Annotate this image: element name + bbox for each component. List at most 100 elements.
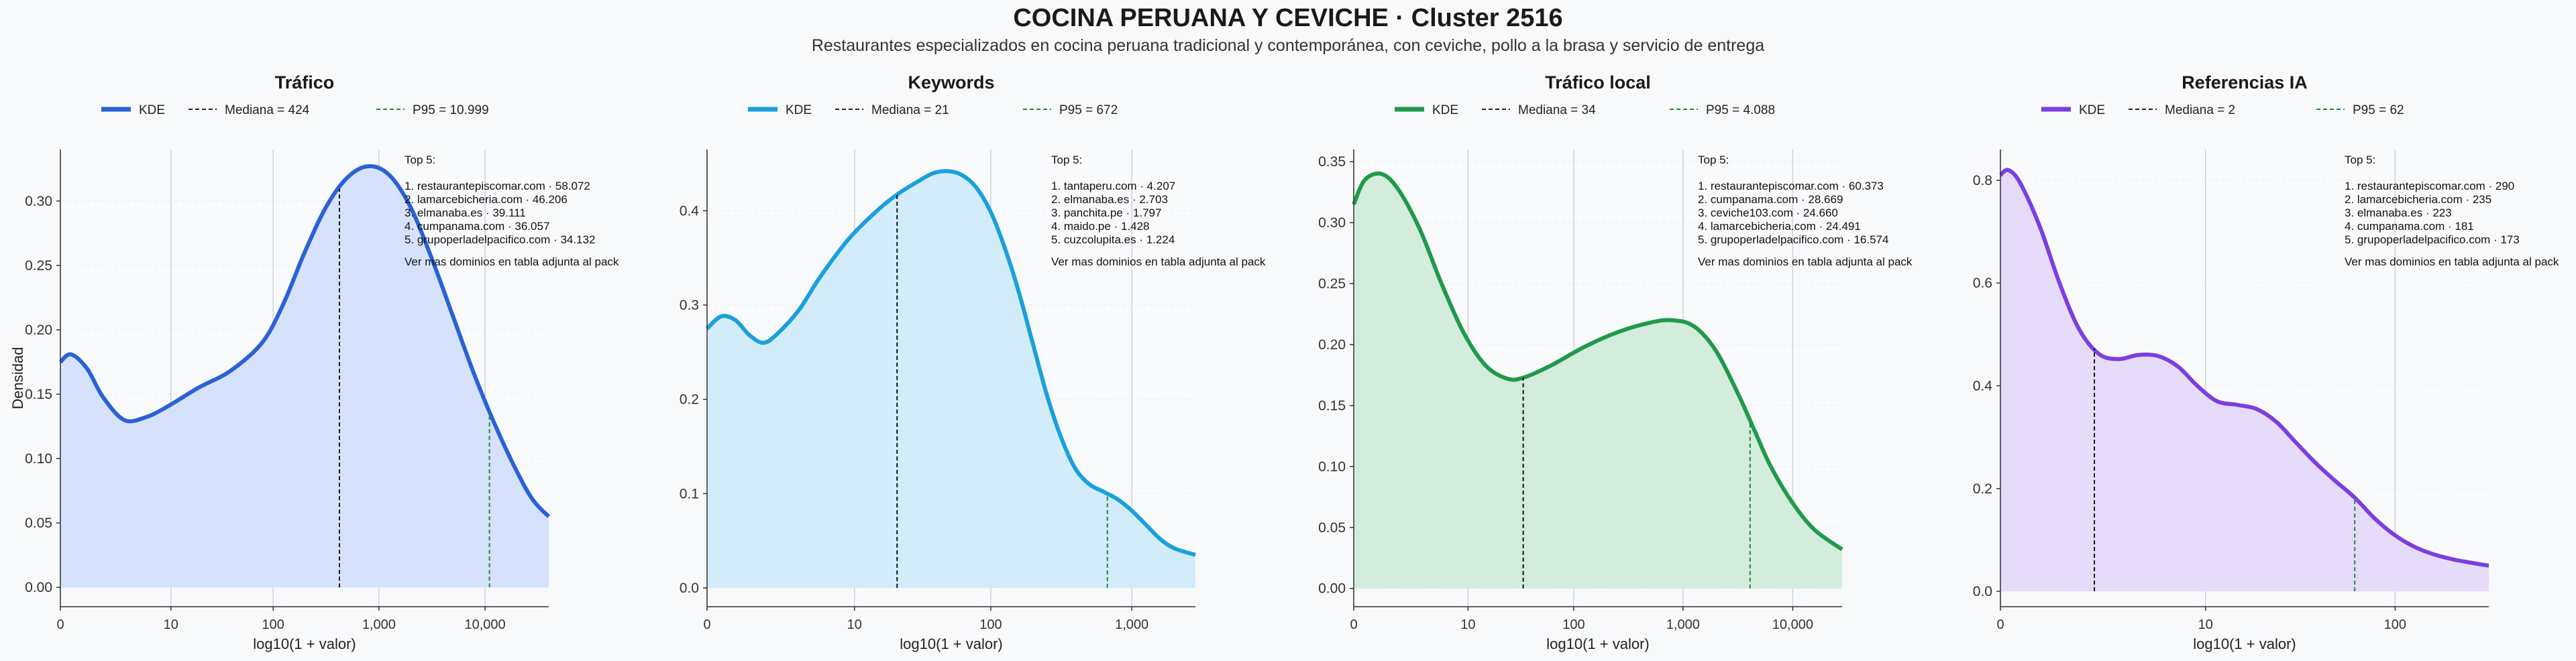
top5-item: 3. panchita.pe · 1.797 <box>1051 206 1161 219</box>
top5-item: 4. cumpanama.com · 36.057 <box>405 220 549 233</box>
y-tick-label: 0.6 <box>1973 276 1992 291</box>
y-tick-label: 0.30 <box>1318 215 1346 231</box>
top5-note: Ver mas dominios en tabla adjunta al pac… <box>1698 255 1913 268</box>
top5-item: 5. grupoperladelpacifico.com · 34.132 <box>405 233 595 246</box>
top5-item: 4. lamarcebicheria.com · 24.491 <box>1698 220 1861 233</box>
y-axis-label: Densidad <box>9 347 26 410</box>
top5-item: 2. lamarcebicheria.com · 235 <box>2345 193 2491 206</box>
top5-item: 1. restaurantepiscomar.com · 290 <box>2345 180 2514 192</box>
y-tick-label: 0.0 <box>1973 584 1992 599</box>
top5-item: 1. restaurantepiscomar.com · 58.072 <box>405 180 590 192</box>
x-axis-label: log10(1 + valor) <box>900 636 1002 652</box>
top5-header: Top 5: <box>1698 154 1729 166</box>
y-tick-label: 0.00 <box>25 580 52 595</box>
x-tick-label: 100 <box>2384 617 2406 632</box>
y-tick-label: 0.8 <box>1973 173 1992 188</box>
x-tick-label: 0 <box>56 617 64 632</box>
x-tick-label: 1,000 <box>1666 617 1700 632</box>
y-tick-label: 0.2 <box>680 392 699 408</box>
kde-line <box>58 164 551 518</box>
top5-item: 5. grupoperladelpacifico.com · 16.574 <box>1698 233 1888 246</box>
kde-line <box>1352 171 1843 551</box>
x-tick-label: 1,000 <box>1115 617 1148 632</box>
y-tick-label: 0.2 <box>1973 481 1992 497</box>
legend-p95-label: P95 = 672 <box>1059 103 1118 117</box>
y-tick-label: 0.20 <box>1318 337 1346 353</box>
page-title: COCINA PERUANA Y CEVICHE · Cluster 2516 <box>1013 4 1563 32</box>
chart-title: Referencias IA <box>2182 72 2308 93</box>
y-tick-label: 0.25 <box>25 258 52 274</box>
y-tick-label: 0.4 <box>1973 378 1993 394</box>
y-tick-label: 0.25 <box>1318 276 1346 292</box>
legend-kde-label: KDE <box>139 103 165 117</box>
y-tick-label: 0.05 <box>1318 520 1346 536</box>
x-tick-label: 10,000 <box>464 617 505 632</box>
chart-panel-3: Tráfico local KDE Mediana = 34 P95 = 4.088 0… <box>1318 72 1913 652</box>
top5-header: Top 5: <box>405 154 435 166</box>
y-tick-label: 0.15 <box>25 387 52 402</box>
x-axis-label: log10(1 + valor) <box>2193 636 2296 652</box>
top5-header: Top 5: <box>2345 154 2375 166</box>
kde-line <box>1999 168 2489 568</box>
top5-item: 2. cumpanama.com · 28.669 <box>1698 193 1843 206</box>
legend-p95-label: P95 = 10.999 <box>413 103 489 117</box>
x-tick-label: 10,000 <box>1772 617 1813 632</box>
legend-median-label: Mediana = 424 <box>225 103 310 117</box>
page-subtitle: Restaurantes especializados en cocina pe… <box>811 36 1765 55</box>
top5-item: 4. maido.pe · 1.428 <box>1051 220 1149 233</box>
y-tick-label: 0.00 <box>1318 581 1346 597</box>
kde-area <box>2000 170 2489 591</box>
chart-panel-2: Keywords KDE Mediana = 21 P95 = 672 0.0 0.1 0.… <box>680 72 1266 652</box>
top5-item: 5. cuzcolupita.es · 1.224 <box>1051 233 1175 246</box>
x-tick-label: 10 <box>1460 617 1475 632</box>
y-tick-label: 0.3 <box>680 298 699 313</box>
x-tick-label: 1,000 <box>362 617 396 632</box>
top5-item: 2. lamarcebicheria.com · 46.206 <box>405 193 568 206</box>
chart-title: Tráfico local <box>1545 72 1651 93</box>
x-tick-label: 10 <box>847 617 862 632</box>
legend-median-label: Mediana = 34 <box>1518 103 1596 117</box>
y-tick-label: 0.10 <box>25 451 52 467</box>
top5-item: 2. elmanaba.es · 2.703 <box>1051 193 1168 206</box>
y-tick-label: 0.1 <box>680 486 699 501</box>
y-tick-label: 0.4 <box>680 203 700 219</box>
x-tick-label: 0 <box>1350 617 1357 632</box>
top5-item: 3. elmanaba.es · 39.111 <box>405 206 526 219</box>
legend-kde-label: KDE <box>786 103 812 117</box>
kde-area <box>60 166 549 588</box>
top5-item: 1. restaurantepiscomar.com · 60.373 <box>1698 180 1884 192</box>
y-tick-label: 0.35 <box>1318 154 1346 170</box>
x-tick-label: 100 <box>1562 617 1585 632</box>
top5-item: 3. elmanaba.es · 223 <box>2345 206 2452 219</box>
y-tick-label: 0.10 <box>1318 459 1346 475</box>
chart-panel-1: Tráfico KDE Mediana = 424 P95 = 10.999 0.00 0… <box>9 72 619 652</box>
top5-item: 4. cumpanama.com · 181 <box>2345 220 2474 233</box>
kde-line <box>705 169 1196 557</box>
x-tick-label: 10 <box>2198 617 2213 632</box>
chart-title: Keywords <box>908 72 994 93</box>
top5-item: 1. tantaperu.com · 4.207 <box>1051 180 1175 192</box>
top5-item: 3. ceviche103.com · 24.660 <box>1698 206 1838 219</box>
x-axis-label: log10(1 + valor) <box>1546 636 1649 652</box>
x-tick-label: 100 <box>979 617 1002 632</box>
chart-title: Tráfico <box>275 72 335 93</box>
x-tick-label: 10 <box>164 617 178 632</box>
legend-kde-label: KDE <box>2079 103 2105 117</box>
top5-note: Ver mas dominios en tabla adjunta al pac… <box>405 255 619 268</box>
top5-note: Ver mas dominios en tabla adjunta al pac… <box>1051 255 1266 268</box>
y-tick-label: 0.15 <box>1318 398 1346 414</box>
legend-p95-label: P95 = 4.088 <box>1706 103 1775 117</box>
y-tick-label: 0.0 <box>680 581 699 596</box>
top5-header: Top 5: <box>1051 154 1082 166</box>
legend-median-label: Mediana = 2 <box>2165 103 2235 117</box>
legend-median-label: Mediana = 21 <box>871 103 949 117</box>
x-axis-label: log10(1 + valor) <box>253 636 356 652</box>
x-tick-label: 100 <box>262 617 284 632</box>
x-tick-label: 0 <box>703 617 710 632</box>
legend-p95-label: P95 = 62 <box>2353 103 2404 117</box>
kde-area <box>1354 173 1842 589</box>
top5-item: 5. grupoperladelpacifico.com · 173 <box>2345 233 2520 246</box>
legend-kde-label: KDE <box>1432 103 1458 117</box>
